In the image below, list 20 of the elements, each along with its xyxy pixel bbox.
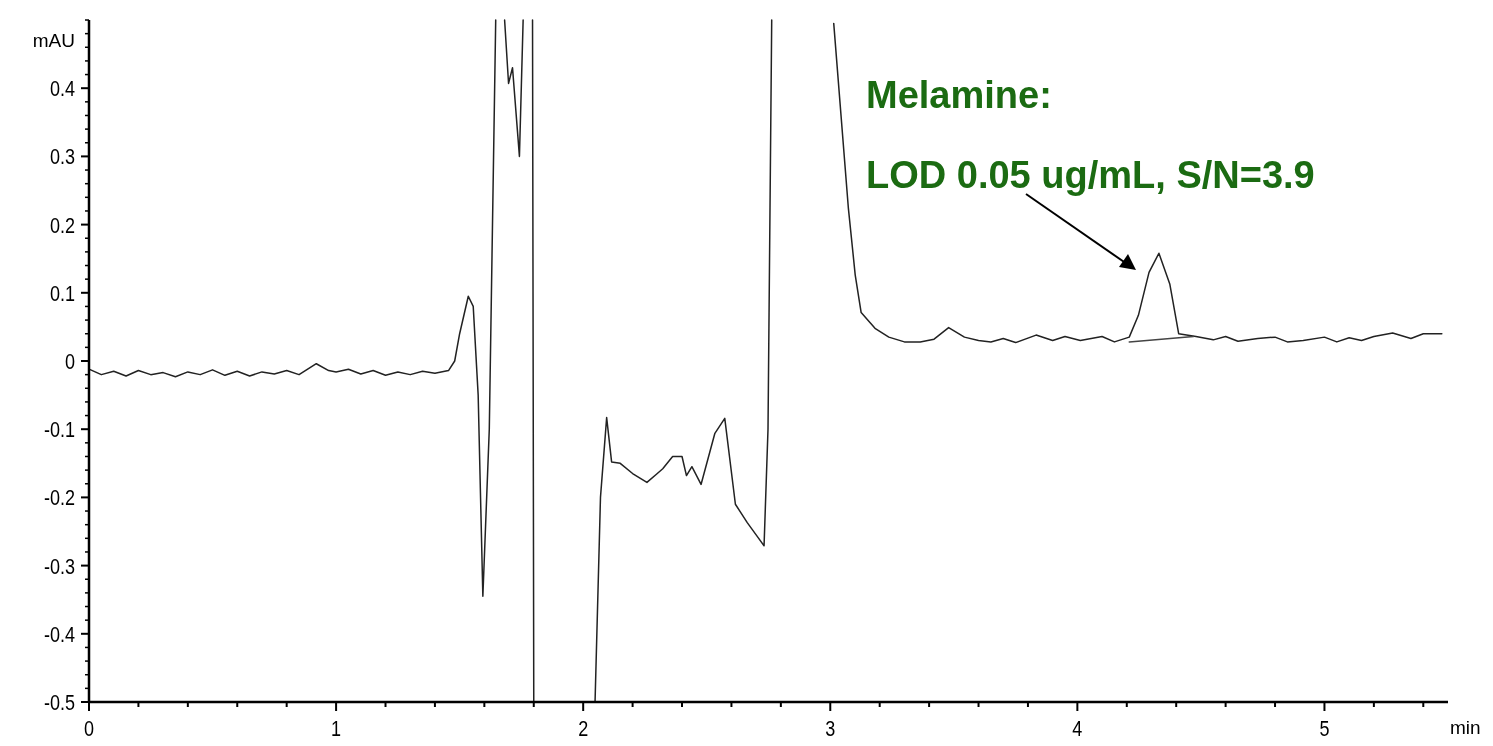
- y-tick-label: -0.3: [43, 553, 75, 578]
- y-tick-label: 0.4: [49, 76, 75, 101]
- x-tick-label: 1: [331, 716, 342, 741]
- x-tick-label: 3: [825, 716, 836, 741]
- x-tick-label: 2: [578, 716, 589, 741]
- y-tick-label: -0.4: [43, 622, 75, 647]
- y-tick-label: -0.5: [43, 690, 75, 715]
- annotation: Melamine:: [866, 74, 1052, 116]
- annotation: LOD 0.05 ug/mL, S/N=3.9: [866, 154, 1315, 196]
- x-axis-title: min: [1450, 717, 1481, 738]
- y-tick-label: 0.3: [49, 144, 75, 169]
- x-tick-label: 4: [1072, 716, 1083, 741]
- y-axis-title: mAU: [32, 30, 75, 51]
- y-tick-label: -0.1: [43, 417, 75, 442]
- y-tick-label: -0.2: [43, 485, 75, 510]
- x-tick-label: 5: [1319, 716, 1330, 741]
- y-tick-label: 0: [64, 349, 75, 374]
- x-tick-label: 0: [83, 716, 95, 741]
- y-tick-label: 0.2: [49, 212, 75, 237]
- y-tick-label: 0.1: [49, 281, 75, 306]
